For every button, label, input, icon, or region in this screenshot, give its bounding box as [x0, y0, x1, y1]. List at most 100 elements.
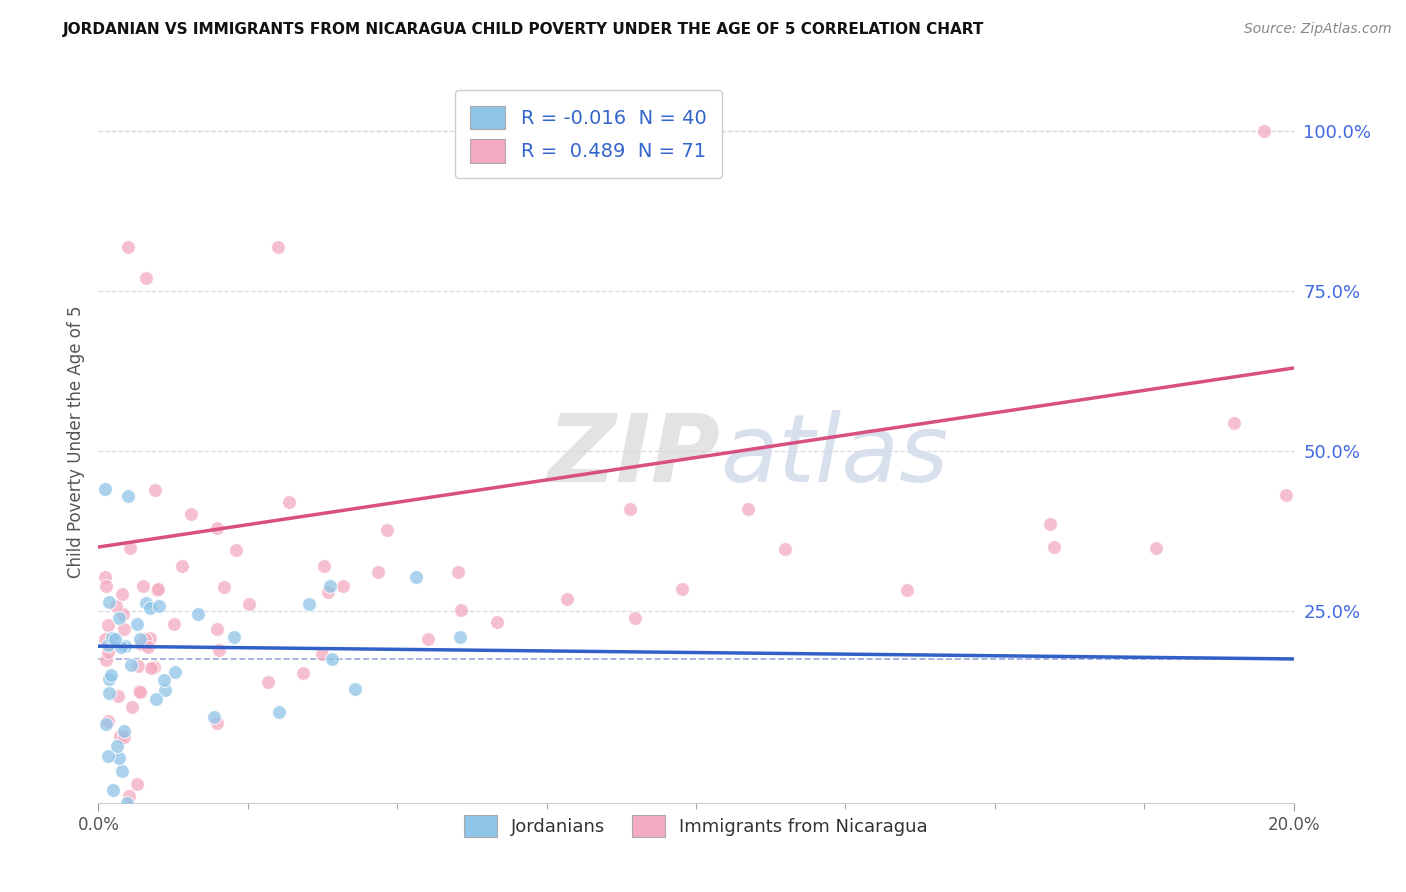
Point	[134, 632, 156, 647]
Point	[121, 700, 143, 714]
Point	[555, 592, 578, 607]
Point	[94, 716, 117, 731]
Point	[256, 675, 278, 690]
Point	[94, 483, 117, 497]
Point	[97, 645, 120, 659]
Point	[103, 783, 125, 797]
Point	[205, 715, 228, 730]
Point	[214, 580, 236, 594]
Point	[405, 570, 427, 584]
Point	[128, 684, 150, 698]
Point	[114, 622, 136, 636]
Text: ZIP: ZIP	[547, 410, 720, 502]
Point	[125, 617, 148, 632]
Point	[1253, 124, 1275, 138]
Y-axis label: Child Poverty Under the Age of 5: Child Poverty Under the Age of 5	[66, 305, 84, 578]
Point	[132, 579, 155, 593]
Legend: Jordanians, Immigrants from Nicaragua: Jordanians, Immigrants from Nicaragua	[457, 808, 935, 845]
Point	[148, 582, 170, 597]
Point	[187, 607, 209, 622]
Point	[367, 565, 389, 579]
Point	[142, 660, 165, 674]
Text: atlas: atlas	[720, 410, 948, 501]
Point	[120, 658, 142, 673]
Point	[485, 615, 508, 630]
Point	[202, 710, 225, 724]
Point	[141, 661, 163, 675]
Point	[107, 751, 129, 765]
Point	[135, 596, 157, 610]
Point	[318, 585, 340, 599]
Point	[153, 683, 176, 698]
Point	[139, 632, 162, 646]
Point	[135, 637, 157, 651]
Point	[180, 507, 202, 521]
Point	[97, 638, 120, 652]
Point	[139, 601, 162, 615]
Point	[450, 603, 472, 617]
Point	[343, 681, 366, 696]
Point	[291, 665, 314, 680]
Point	[127, 776, 149, 790]
Point	[222, 630, 245, 644]
Point	[170, 558, 193, 573]
Point	[238, 597, 260, 611]
Point	[105, 739, 128, 753]
Point	[314, 559, 336, 574]
Point	[120, 541, 142, 555]
Point	[145, 582, 167, 597]
Point	[145, 483, 167, 497]
Point	[107, 611, 129, 625]
Point	[205, 622, 228, 636]
Point	[97, 714, 120, 729]
Point	[332, 579, 354, 593]
Point	[1043, 540, 1066, 554]
Point	[114, 639, 136, 653]
Point	[110, 729, 132, 743]
Point	[311, 647, 333, 661]
Point	[129, 638, 152, 652]
Point	[129, 632, 152, 646]
Point	[98, 685, 121, 699]
Point	[94, 579, 117, 593]
Point	[208, 643, 231, 657]
Point	[298, 598, 321, 612]
Point	[737, 502, 759, 516]
Point	[100, 668, 122, 682]
Point	[118, 789, 141, 804]
Point	[1275, 488, 1298, 502]
Point	[97, 595, 120, 609]
Point	[416, 632, 439, 646]
Point	[110, 640, 132, 654]
Text: JORDANIAN VS IMMIGRANTS FROM NICARAGUA CHILD POVERTY UNDER THE AGE OF 5 CORRELAT: JORDANIAN VS IMMIGRANTS FROM NICARAGUA C…	[63, 22, 984, 37]
Point	[100, 631, 122, 645]
Point	[112, 731, 135, 745]
Point	[117, 239, 139, 253]
Text: Source: ZipAtlas.com: Source: ZipAtlas.com	[1244, 22, 1392, 37]
Point	[104, 632, 127, 647]
Point	[165, 665, 187, 679]
Point	[319, 579, 342, 593]
Point	[773, 542, 796, 557]
Point	[449, 630, 471, 644]
Point	[112, 607, 135, 621]
Point	[267, 239, 290, 253]
Point	[1039, 517, 1062, 532]
Point	[375, 523, 398, 537]
Point	[112, 724, 135, 739]
Point	[145, 691, 167, 706]
Point	[97, 673, 120, 687]
Point	[225, 543, 247, 558]
Point	[97, 749, 120, 764]
Point	[96, 653, 118, 667]
Point	[117, 489, 139, 503]
Point	[321, 652, 343, 666]
Point	[96, 618, 118, 632]
Point	[278, 495, 301, 509]
Point	[163, 616, 186, 631]
Point	[135, 271, 157, 285]
Point	[152, 673, 174, 688]
Point	[1222, 417, 1244, 431]
Point	[447, 565, 470, 579]
Point	[94, 570, 117, 584]
